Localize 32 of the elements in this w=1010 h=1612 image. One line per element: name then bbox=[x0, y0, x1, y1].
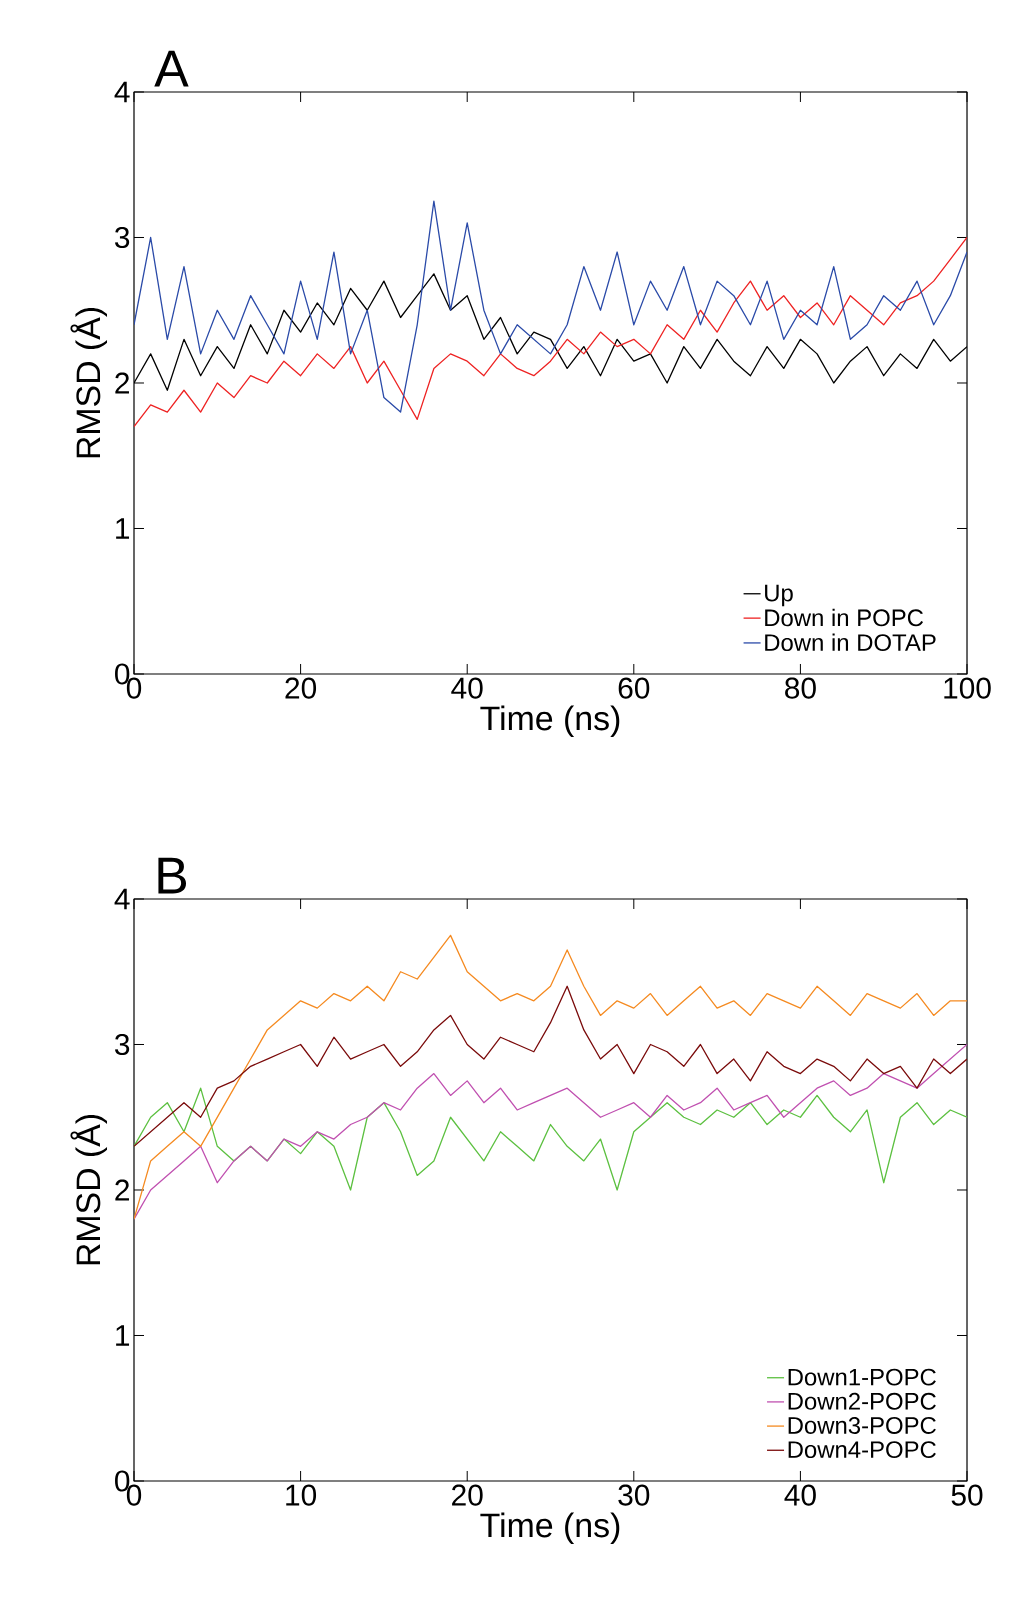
x-axis-title: Time (ns) bbox=[480, 1512, 620, 1545]
y-tick-label: 2 bbox=[115, 372, 129, 394]
x-tick-label: 40 bbox=[451, 677, 483, 699]
x-tick-label: 10 bbox=[286, 1484, 317, 1506]
y-axis-title: RMSD (Å) bbox=[70, 307, 108, 458]
x-tick-label: 30 bbox=[618, 1484, 650, 1506]
x-tick-label: 50 bbox=[951, 1484, 983, 1506]
legend-label: Down in DOTAP bbox=[765, 633, 936, 652]
y-tick-label: 4 bbox=[114, 81, 130, 103]
legend-label: Down1-POPC bbox=[788, 1368, 936, 1386]
chart-title: A bbox=[154, 50, 189, 87]
x-tick-label: 60 bbox=[618, 677, 650, 699]
legend-label: Down4-POPC bbox=[788, 1441, 936, 1459]
x-tick-label: 40 bbox=[784, 1484, 816, 1506]
chart-title: B bbox=[158, 857, 187, 894]
line-series bbox=[134, 236, 968, 428]
legend-label: Down2-POPC bbox=[788, 1392, 936, 1410]
y-tick-label: 2 bbox=[115, 1179, 129, 1201]
legend-label: Down3-POPC bbox=[788, 1417, 936, 1434]
x-axis-title: Time (ns) bbox=[480, 705, 620, 738]
x-tick-label: 20 bbox=[452, 1484, 483, 1506]
legend-label: Down in POPC bbox=[765, 608, 924, 627]
y-tick-label: 1 bbox=[116, 1325, 130, 1346]
y-tick-label: 3 bbox=[115, 1033, 130, 1056]
y-tick-label: 3 bbox=[115, 226, 130, 249]
y-axis-title: RMSD (Å) bbox=[70, 1114, 108, 1265]
x-tick-label: 80 bbox=[785, 677, 816, 699]
y-tick-label: 1 bbox=[116, 518, 130, 539]
y-tick-label: 4 bbox=[114, 888, 130, 910]
legend-label: Up bbox=[765, 584, 793, 607]
x-tick-label: 100 bbox=[944, 677, 991, 699]
x-tick-label: 20 bbox=[285, 677, 317, 699]
